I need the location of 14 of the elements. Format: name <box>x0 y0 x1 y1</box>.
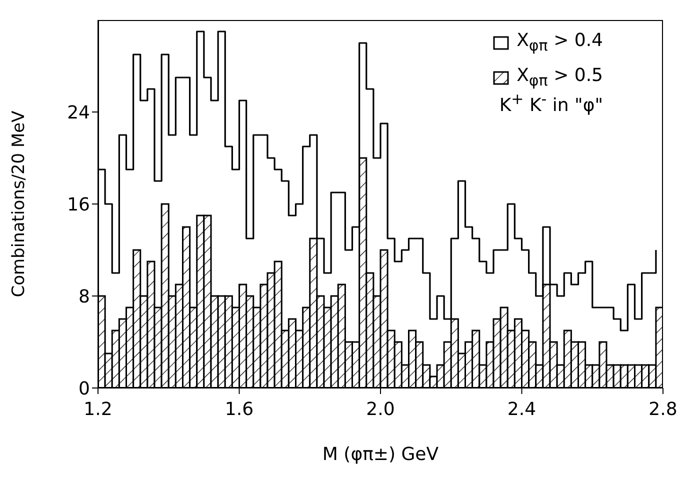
x-tick-label: 1.2 <box>84 398 112 420</box>
x-axis-title: M (φπ±) GeV <box>322 444 440 465</box>
x-tick-label: 2.8 <box>648 398 678 420</box>
legend-label: X$_{φπ}$ > 0.4 <box>516 29 603 57</box>
y-tick-label: 24 <box>67 102 90 124</box>
y-axis-title: Combinations/20 MeV <box>9 110 30 298</box>
y-tick-label: 8 <box>78 286 90 308</box>
x-tick-label: 2.0 <box>366 398 395 420</box>
x-tick-label: 2.4 <box>507 398 536 420</box>
x-tick-label: 1.6 <box>224 398 254 420</box>
annotation: K$^{+}$ K$^{-}$ in "φ" <box>499 90 603 116</box>
y-tick-label: 0 <box>78 378 90 400</box>
legend-label: X$_{φπ}$ > 0.5 <box>516 64 603 90</box>
y-tick-label: 16 <box>67 194 90 216</box>
